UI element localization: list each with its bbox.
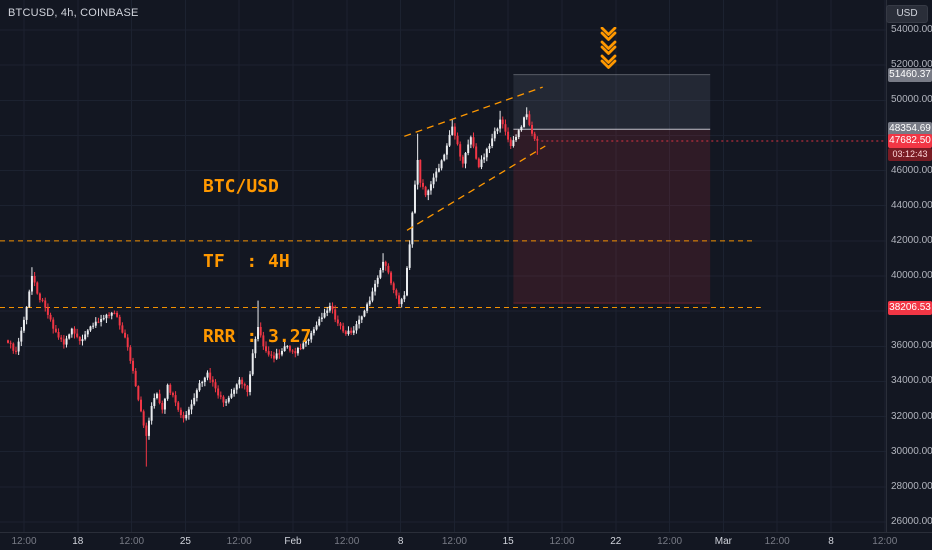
time-tick-label: 15 [502, 536, 514, 547]
time-tick-label: Mar [714, 536, 733, 547]
price-tick-label: 42000.00 [891, 234, 932, 246]
currency-toggle-button[interactable]: USD [886, 5, 928, 23]
time-tick-label: 12:00 [549, 536, 575, 547]
time-tick-label: 25 [179, 536, 191, 547]
price-badge-target: 38206.53 [888, 300, 932, 315]
price-tick-label: 34000.00 [891, 375, 932, 387]
price-tick-label: 26000.00 [891, 516, 932, 527]
time-tick-label: 12:00 [11, 536, 37, 547]
time-tick-label: 8 [828, 536, 834, 547]
time-tick-label: Feb [284, 536, 302, 547]
annotation-line-timeframe: TF : 4H [203, 251, 290, 272]
time-tick-label: 12:00 [119, 536, 145, 547]
price-tick-label: 32000.00 [891, 410, 932, 422]
time-tick-label: 18 [72, 536, 84, 547]
price-tick-label: 46000.00 [891, 164, 932, 176]
annotation-line-symbol: BTC/USD [203, 176, 279, 197]
price-badge-entry: 48354.69 [888, 122, 932, 137]
time-tick-label: 8 [397, 536, 404, 547]
time-axis[interactable]: 12:00 18 12:00 25 12:00 Feb 12:00 8 12:00 15 12:00… [0, 532, 932, 550]
price-tick-label: 28000.00 [891, 480, 932, 492]
price-badge-countdown: 03:12:43 [888, 148, 932, 161]
price-tick-label: 36000.00 [891, 340, 932, 352]
position-annotation-text[interactable]: BTC/USD TF : 4H RRR : 3.27 [203, 124, 311, 399]
price-tick-label: 50000.00 [891, 94, 932, 106]
time-tick-label: 12:00 [226, 536, 252, 547]
time-tick-label: 12:00 [764, 536, 790, 547]
candlestick-chart[interactable] [0, 0, 886, 532]
time-tick-label: 12:00 [334, 536, 360, 547]
price-badge-last-price: 47682.50 [888, 134, 932, 148]
time-tick-label: 12:00 [657, 536, 683, 547]
annotation-line-rrr: RRR : 3.27 [203, 326, 312, 347]
price-tick-label: 54000.00 [891, 24, 932, 35]
price-tick-label: 52000.00 [891, 59, 932, 71]
symbol-description[interactable]: BTCUSD, 4h, COINBASE [8, 7, 139, 19]
time-tick-label: 22 [610, 536, 622, 547]
price-tick-label: 30000.00 [891, 445, 932, 457]
price-axis[interactable]: 54000.00 52000.00 50000.00 46000.00 44000.00… [886, 0, 932, 532]
price-tick-label: 44000.00 [891, 199, 932, 211]
price-badge-stop: 51460.37 [888, 67, 932, 82]
time-tick-label: 12:00 [872, 536, 898, 547]
price-tick-label: 40000.00 [891, 270, 932, 281]
time-tick-label: 12:00 [441, 536, 467, 547]
arrow-down-markers[interactable] [600, 27, 618, 79]
